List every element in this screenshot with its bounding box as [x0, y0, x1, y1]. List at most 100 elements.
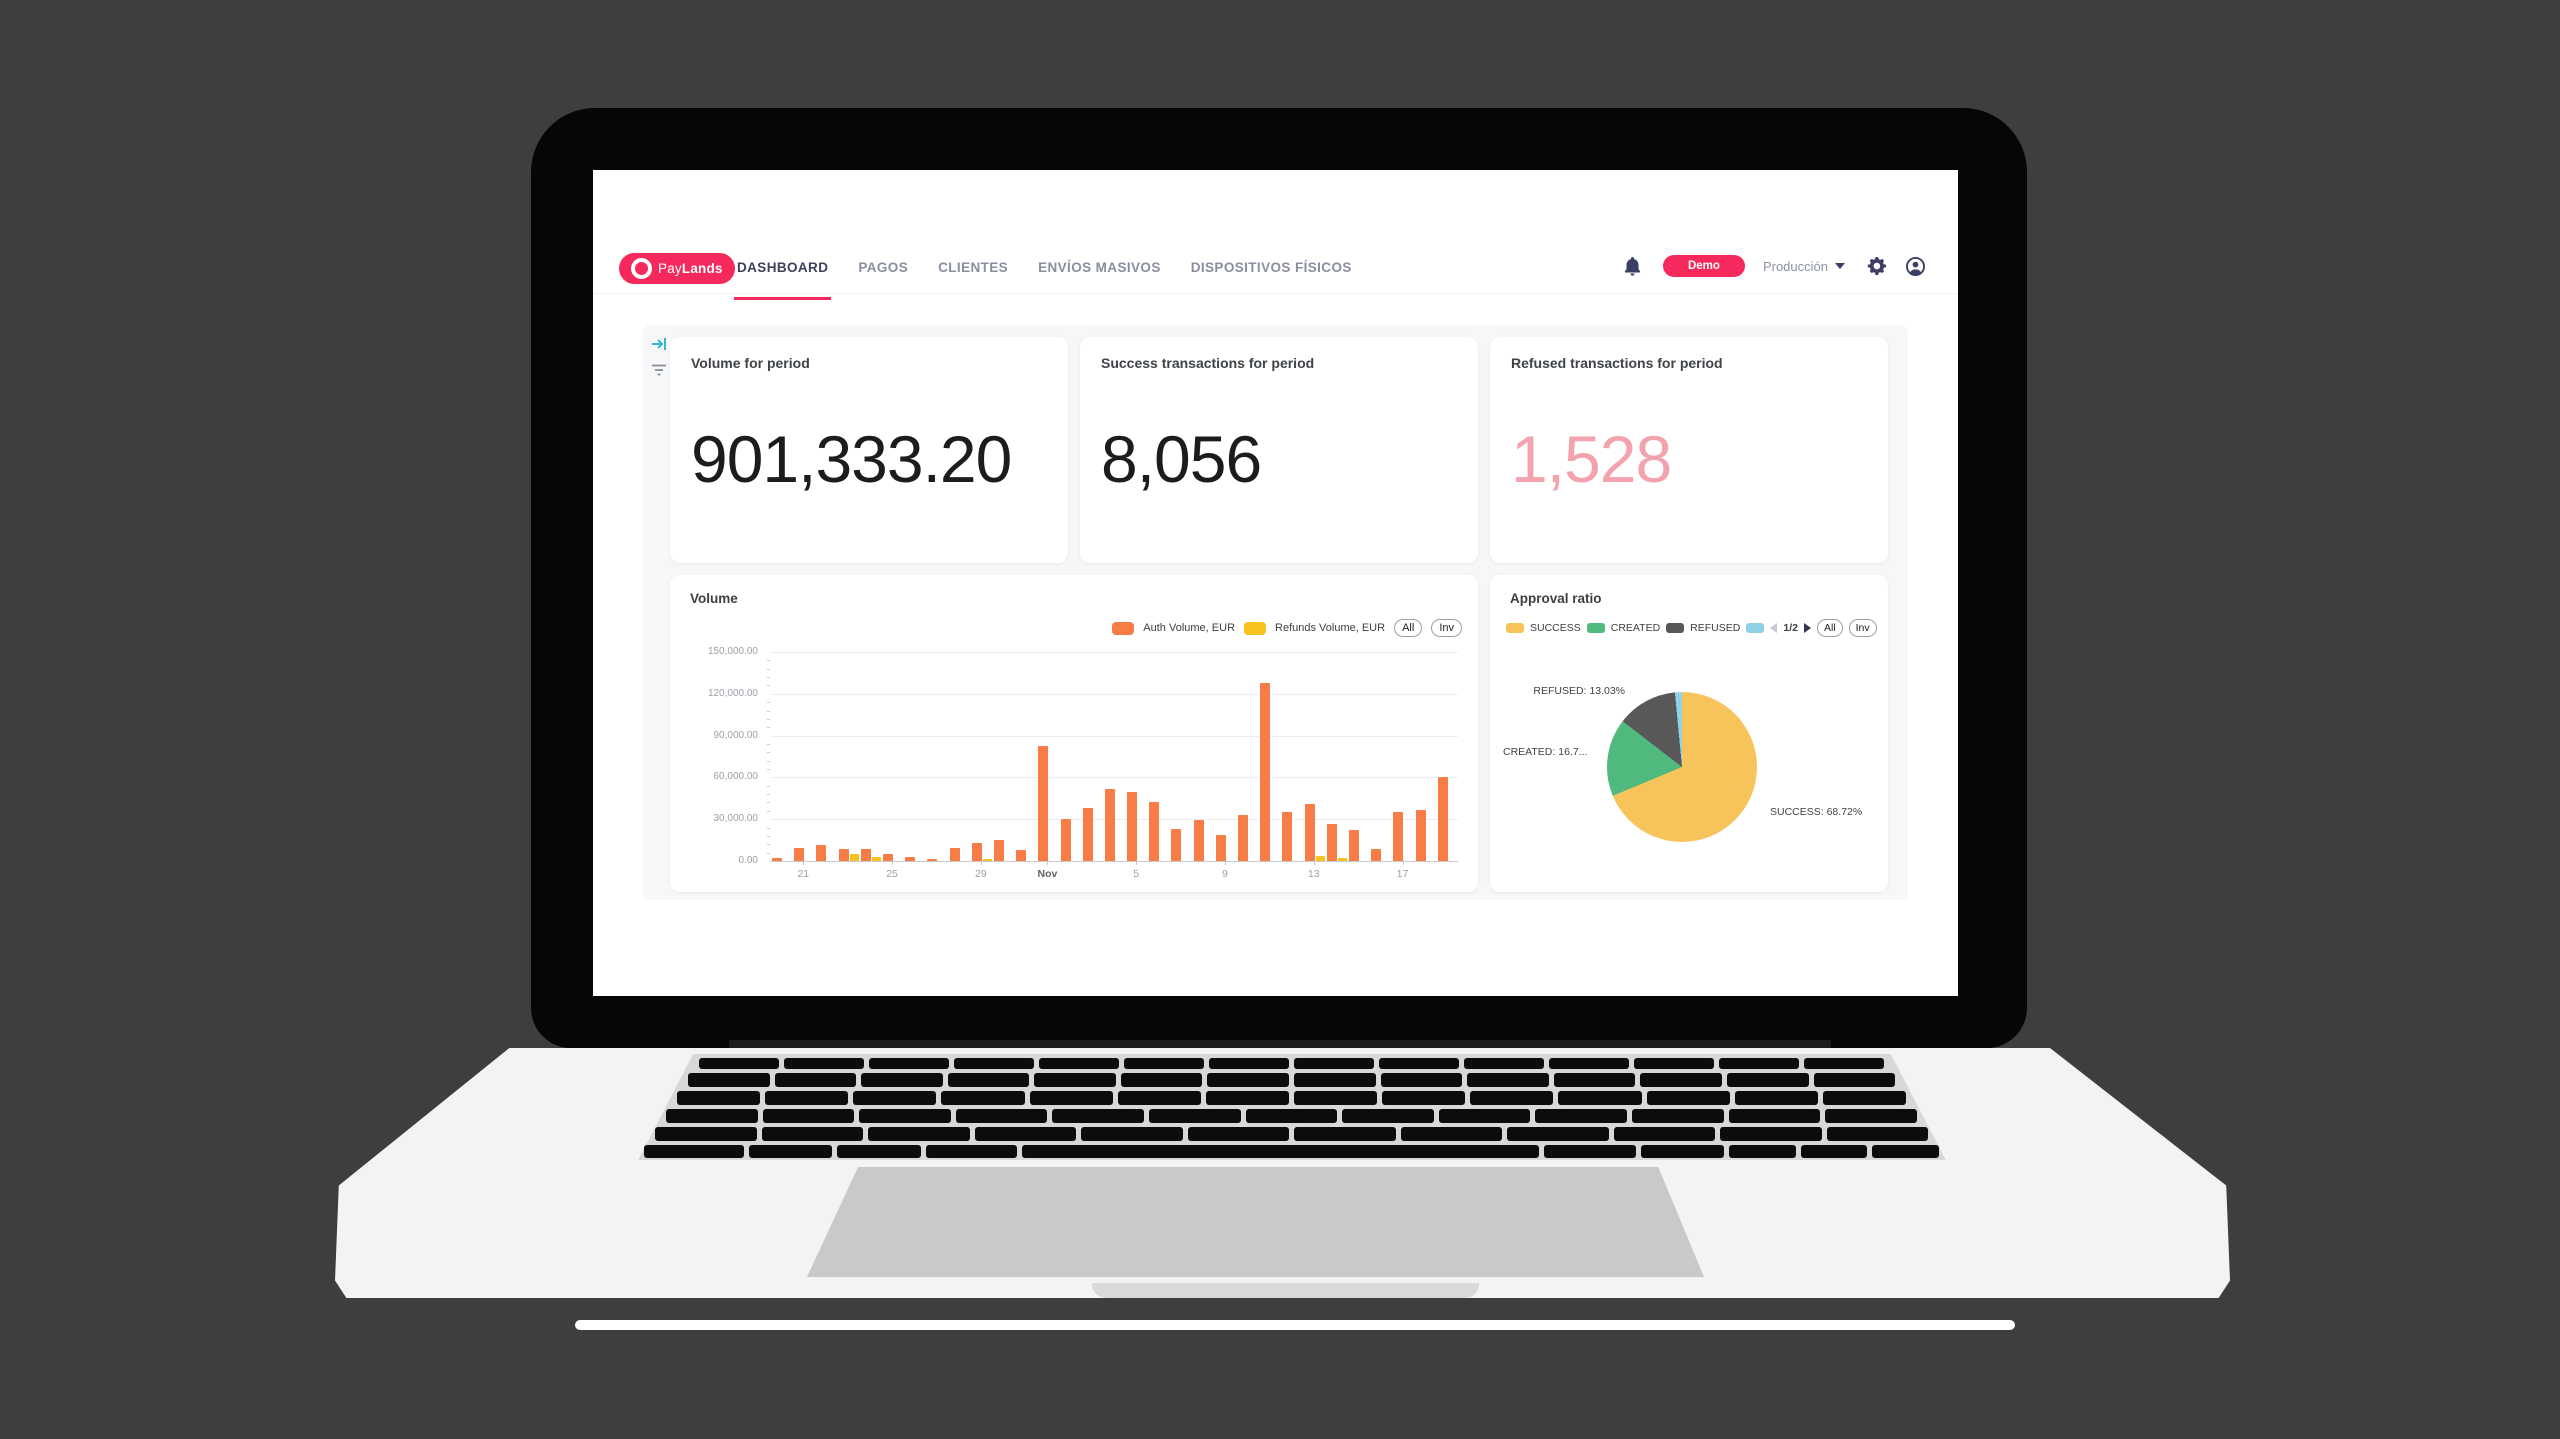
dashboard-content: Volume for period 901,333.20 Success trans… — [643, 325, 1908, 900]
refunds-volume-bar[interactable] — [871, 856, 881, 861]
refunds-volume-bar[interactable] — [982, 859, 992, 861]
legend-swatch-icon[interactable] — [1666, 623, 1685, 633]
auth-volume-bar[interactable] — [949, 848, 960, 861]
legend-next-page-icon[interactable] — [1803, 623, 1811, 633]
legend-swatch-icon[interactable] — [1746, 623, 1765, 633]
auth-volume-bar[interactable] — [1149, 801, 1160, 861]
legend-inv-button[interactable]: Inv — [1848, 619, 1877, 637]
legend-label: Refunds Volume, EUR — [1275, 622, 1386, 634]
approval-legend: SUCCESS CREATED REFUSED 1/2 All Inv — [1506, 619, 1878, 637]
legend-all-button[interactable]: All — [1394, 619, 1423, 637]
legend-swatch-icon[interactable] — [1112, 621, 1135, 635]
legend-swatch-icon[interactable] — [1586, 623, 1605, 633]
keyboard-key — [774, 1073, 857, 1087]
auth-volume-bar[interactable] — [1349, 830, 1360, 861]
notification-bell-icon[interactable] — [1624, 256, 1641, 276]
x-axis-tick-mark — [1313, 861, 1315, 865]
auth-volume-bar[interactable] — [816, 844, 827, 861]
keyboard-key — [1382, 1091, 1466, 1105]
stat-card-value: 901,333.20 — [691, 422, 1012, 496]
paylands-logo[interactable]: PayLands — [619, 253, 735, 284]
keyboard-key — [1464, 1058, 1544, 1069]
auth-volume-bar[interactable] — [860, 849, 871, 861]
x-axis-tick-label: 5 — [1133, 868, 1140, 880]
nav-item-dashboard[interactable]: DASHBOARD — [733, 260, 832, 300]
auth-volume-bar[interactable] — [794, 847, 805, 861]
keyboard-row — [666, 1109, 1917, 1123]
laptop-base-reflection — [575, 1320, 2015, 1330]
auth-volume-bar[interactable] — [1082, 807, 1093, 861]
refunds-volume-bar[interactable] — [1337, 857, 1347, 861]
keyboard-key — [749, 1145, 833, 1158]
legend-swatch-icon[interactable] — [1506, 623, 1524, 633]
auth-volume-bar[interactable] — [772, 857, 782, 861]
keyboard-key — [1726, 1073, 1809, 1087]
legend-all-button[interactable]: All — [1816, 619, 1843, 637]
auth-volume-bar[interactable] — [1193, 820, 1204, 861]
auth-volume-bar[interactable] — [1038, 745, 1049, 861]
demo-mode-button[interactable]: Demo — [1662, 255, 1745, 277]
keyboard-key — [1149, 1109, 1241, 1123]
keyboard-key — [1209, 1058, 1289, 1069]
auth-volume-bar[interactable] — [1304, 803, 1315, 861]
auth-volume-bar[interactable] — [993, 840, 1004, 861]
legend-prev-page-icon[interactable] — [1770, 623, 1778, 633]
auth-volume-bar[interactable] — [1060, 818, 1071, 861]
auth-volume-bar[interactable] — [1215, 834, 1226, 861]
caret-down-icon[interactable] — [1835, 263, 1845, 269]
auth-volume-bar[interactable] — [1393, 812, 1404, 861]
keyboard-key — [1039, 1058, 1119, 1069]
legend-inv-button[interactable]: Inv — [1431, 619, 1462, 637]
filter-icon[interactable] — [649, 360, 669, 380]
collapse-panel-icon[interactable] — [649, 334, 669, 354]
legend-swatch-icon[interactable] — [1244, 621, 1267, 635]
environment-selector-label[interactable]: Producción — [1762, 258, 1828, 274]
y-axis-minor-tick — [767, 718, 770, 720]
x-axis-tick-label: 17 — [1396, 868, 1409, 880]
keyboard-key — [1720, 1127, 1822, 1141]
settings-gear-icon[interactable] — [1867, 256, 1886, 276]
keyboard-key — [677, 1091, 761, 1105]
nav-item-env-os-masivos[interactable]: ENVÍOS MASIVOS — [1038, 260, 1161, 275]
auth-volume-bar[interactable] — [1104, 788, 1115, 861]
nav-item-pagos[interactable]: PAGOS — [858, 260, 909, 275]
user-avatar-icon[interactable] — [1906, 256, 1925, 276]
x-axis-tick-label: 9 — [1222, 868, 1228, 880]
auth-volume-bar[interactable] — [1437, 776, 1448, 861]
keyboard-key — [655, 1127, 757, 1141]
refunds-volume-bar[interactable] — [1315, 855, 1325, 861]
keyboard-key — [1800, 1145, 1868, 1158]
auth-volume-bar[interactable] — [905, 856, 916, 861]
y-axis-minor-tick — [767, 785, 770, 787]
auth-volume-bar[interactable] — [838, 849, 849, 861]
y-axis-minor-tick — [767, 802, 770, 804]
auth-volume-bar[interactable] — [927, 859, 938, 861]
keyboard-key — [666, 1109, 758, 1123]
x-axis-tick-label: Nov — [1037, 868, 1058, 880]
trackpad — [807, 1167, 1704, 1277]
auth-volume-bar[interactable] — [1016, 850, 1027, 861]
auth-volume-bar[interactable] — [1326, 823, 1337, 861]
keyboard-key — [947, 1073, 1030, 1087]
laptop-base — [335, 1048, 2230, 1298]
auth-volume-bar[interactable] — [1282, 812, 1293, 861]
volume-chart-legend: Auth Volume, EUR Refunds Volume, EUR All In… — [1112, 619, 1462, 637]
auth-volume-bar[interactable] — [1171, 828, 1182, 861]
auth-volume-bar[interactable] — [882, 854, 893, 861]
refunds-volume-bar[interactable] — [849, 854, 859, 861]
keyboard-key — [1719, 1058, 1799, 1069]
auth-volume-bar[interactable] — [1238, 815, 1249, 861]
stat-card: Refused transactions for period 1,528 — [1490, 337, 1888, 563]
auth-volume-bar[interactable] — [1260, 682, 1271, 861]
keyboard-row — [699, 1058, 1884, 1069]
nav-item-clientes[interactable]: CLIENTES — [938, 260, 1009, 275]
auth-volume-bar[interactable] — [1127, 792, 1138, 861]
keyboard-key — [974, 1127, 1076, 1141]
keyboard-key — [1634, 1058, 1714, 1069]
auth-volume-bar[interactable] — [971, 842, 982, 861]
auth-volume-bar[interactable] — [1415, 809, 1426, 861]
auth-volume-bar[interactable] — [1371, 849, 1382, 861]
top-navbar: PayLands DASHBOARD PAGOS CLIENTES ENVÍOS MA… — [593, 170, 1958, 300]
y-axis-minor-tick — [767, 743, 770, 745]
nav-item-dispositivos-f-sicos[interactable]: DISPOSITIVOS FÍSICOS — [1190, 260, 1352, 275]
